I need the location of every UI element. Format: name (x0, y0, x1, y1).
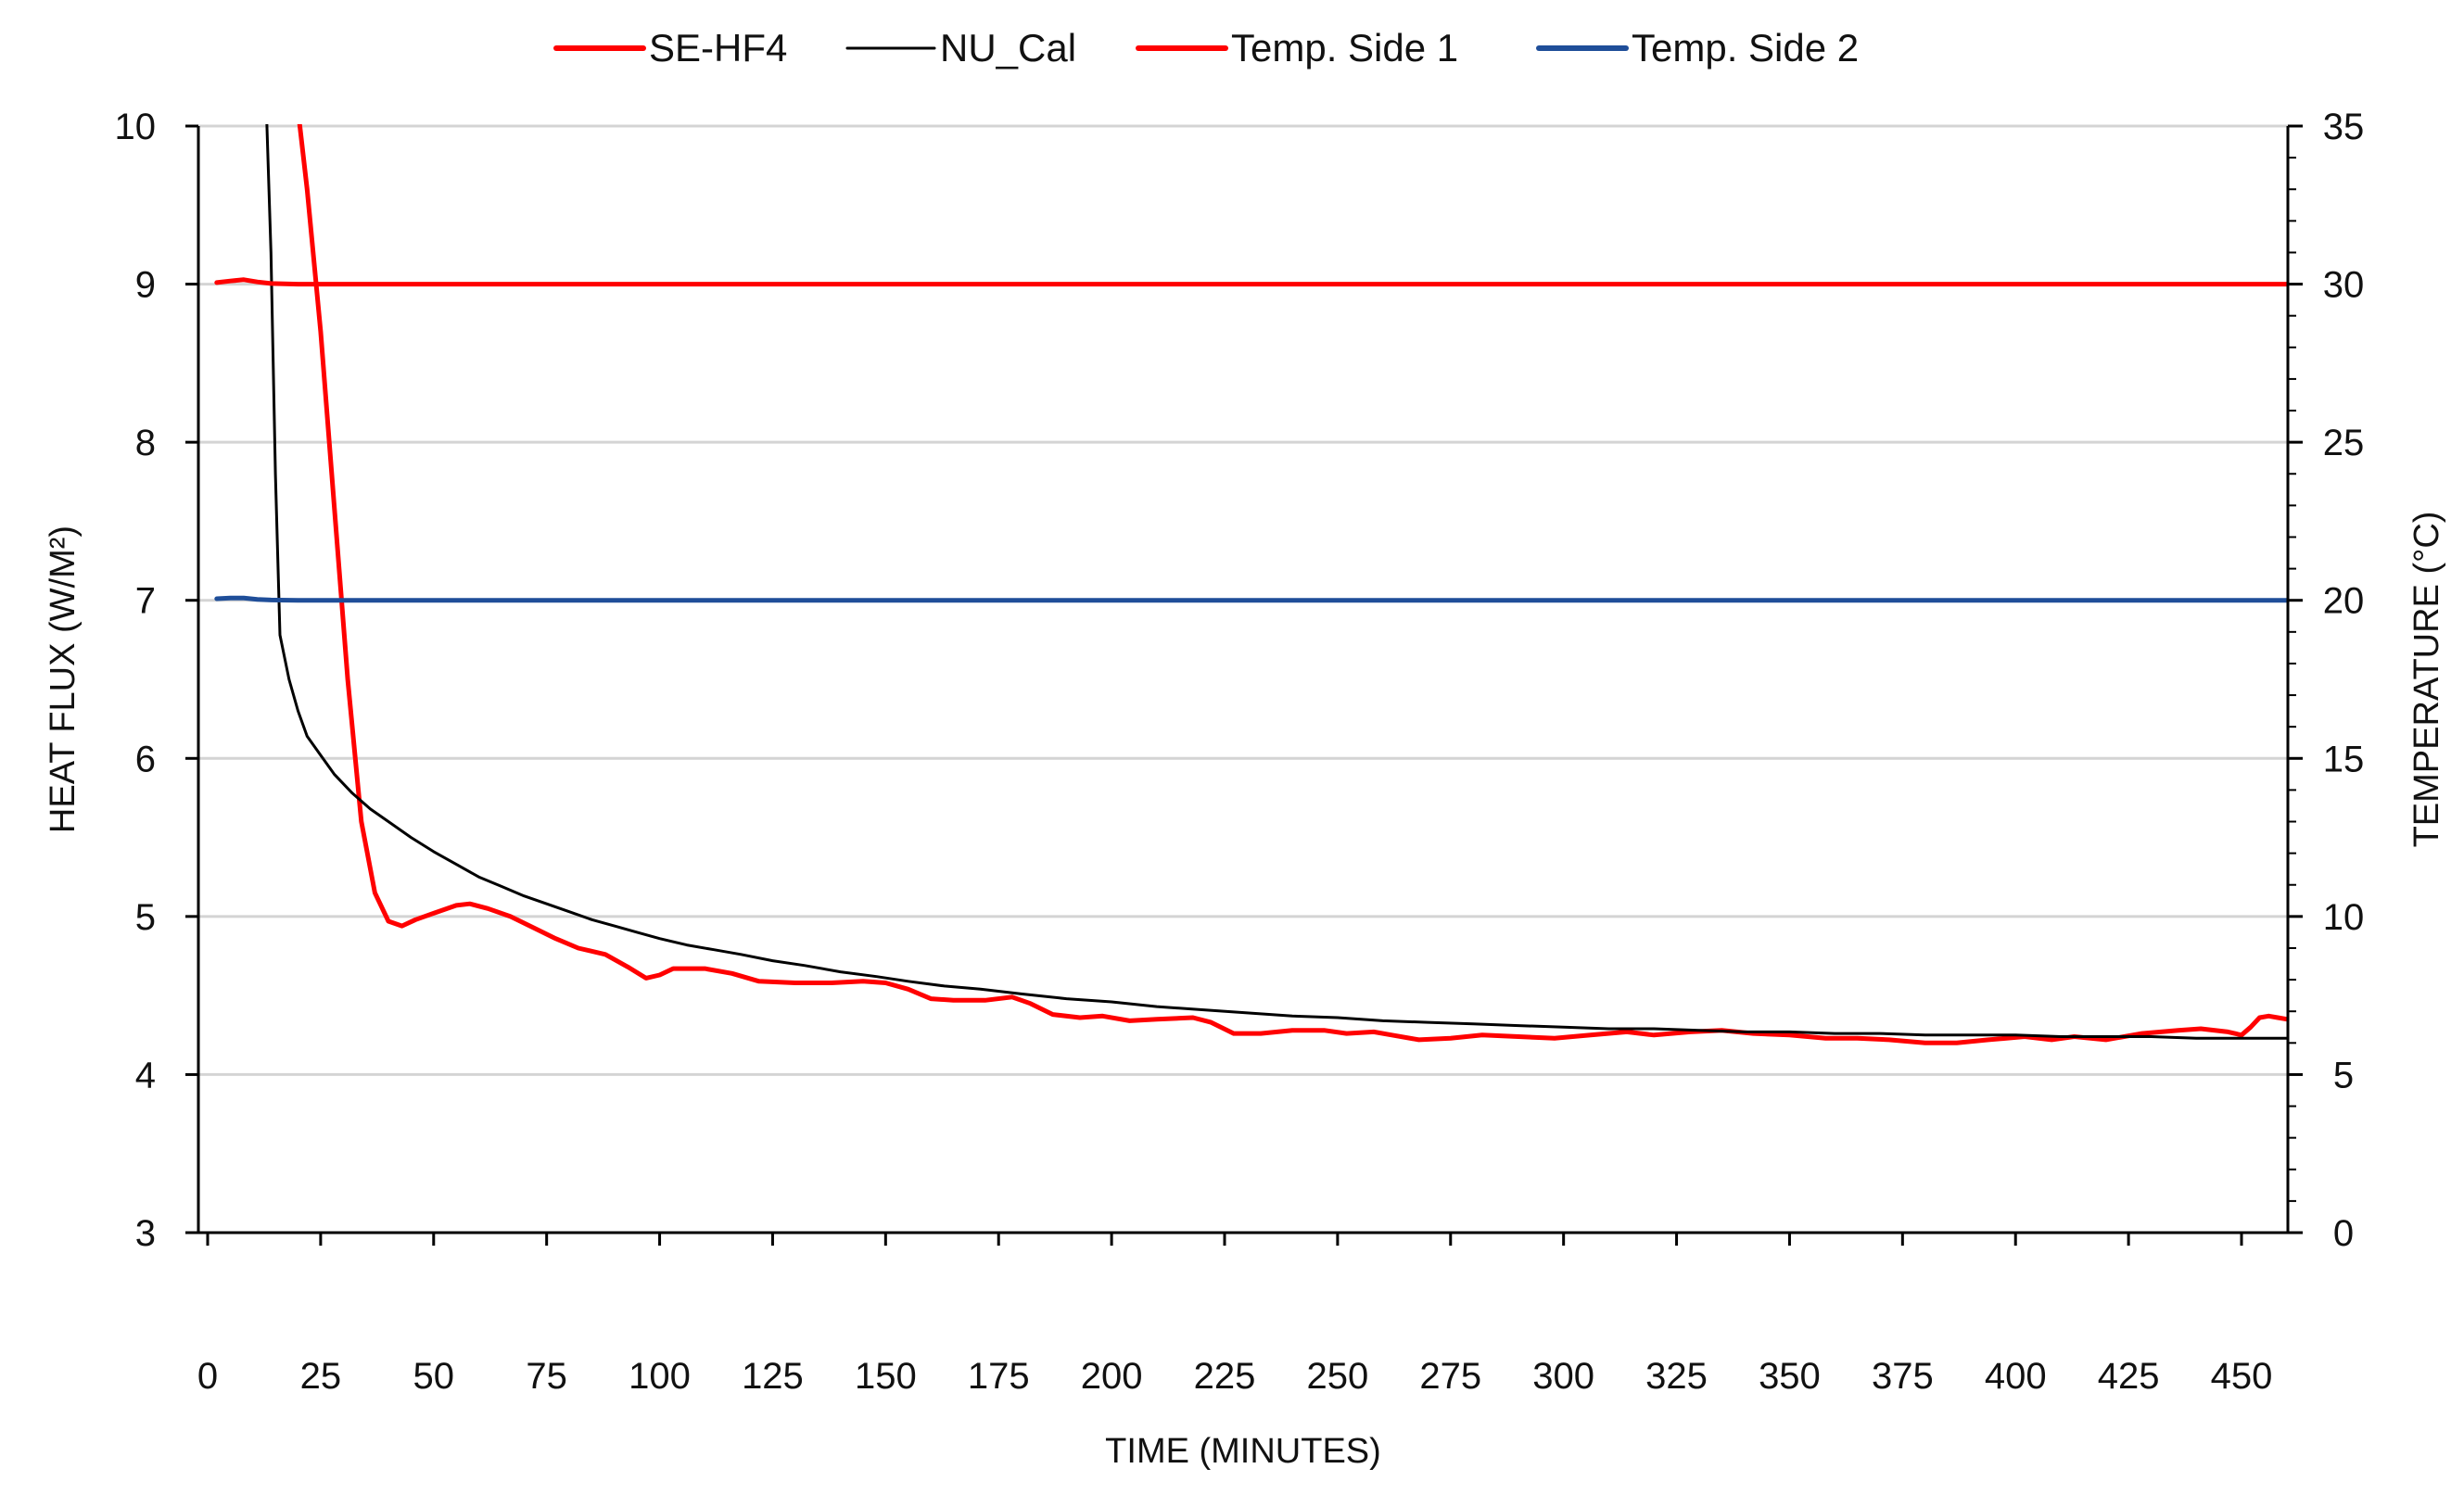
y2-tick-label: 25 (2323, 423, 2365, 463)
x-tick-label: 450 (2211, 1356, 2273, 1397)
y-tick-label: 4 (135, 1055, 156, 1095)
x-tick-label: 0 (197, 1356, 218, 1397)
y-tick-label: 6 (135, 739, 156, 779)
x-tick-label: 50 (413, 1356, 455, 1397)
x-tick-label: 75 (526, 1356, 567, 1397)
series-line-nu-cal (265, 124, 2288, 1040)
series-line-temp-side-2 (214, 595, 2288, 603)
x-tick-label: 225 (1194, 1356, 1256, 1397)
x-tick-label: 400 (1985, 1356, 2047, 1397)
y2-tick-label: 0 (2333, 1213, 2354, 1254)
y2-tick-label: 20 (2323, 581, 2365, 622)
x-tick-label: 125 (742, 1356, 804, 1397)
series-line-temp-side-1 (214, 277, 2288, 287)
y2-tick-label: 30 (2323, 265, 2365, 306)
y2-tick-label: 35 (2323, 107, 2365, 147)
x-tick-label: 200 (1081, 1356, 1143, 1397)
y2-axis-title: TEMPERATURE (°C) (2407, 512, 2446, 848)
x-tick-label: 25 (300, 1356, 342, 1397)
legend-label: NU_Cal (940, 26, 1076, 70)
x-tick-label: 150 (855, 1356, 917, 1397)
y2-tick-label: 5 (2333, 1055, 2354, 1095)
series-line-se-hf4 (297, 124, 2288, 1045)
x-tick-label: 350 (1759, 1356, 1821, 1397)
x-axis-title: TIME (MINUTES) (1105, 1432, 1381, 1471)
x-tick-label: 425 (2098, 1356, 2160, 1397)
x-tick-label: 300 (1532, 1356, 1594, 1397)
y2-tick-label: 10 (2323, 897, 2365, 938)
x-tick-label: 175 (968, 1356, 1030, 1397)
legend-label: Temp. Side 1 (1231, 26, 1458, 70)
plot-series (214, 124, 2288, 1045)
y-tick-label: 10 (115, 107, 157, 147)
legend-label: SE-HF4 (649, 26, 787, 70)
legend-label: Temp. Side 2 (1632, 26, 1859, 70)
x-tick-label: 375 (1872, 1356, 1934, 1397)
x-tick-label: 275 (1419, 1356, 1481, 1397)
x-tick-label: 100 (629, 1356, 691, 1397)
y-tick-label: 8 (135, 423, 156, 463)
y-tick-label: 9 (135, 265, 156, 306)
legend: SE-HF4 NU_Cal Temp. Side 1 Temp. Side 2 (553, 26, 1859, 70)
y-tick-label: 7 (135, 581, 156, 622)
x-tick-label: 250 (1307, 1356, 1369, 1397)
y-axis-title: HEAT FLUX (W/M²) (44, 525, 83, 833)
x-tick-label: 325 (1645, 1356, 1708, 1397)
y-tick-label: 3 (135, 1213, 156, 1254)
y2-tick-label: 15 (2323, 739, 2365, 779)
y-tick-label: 5 (135, 897, 156, 938)
axes: 0 25 50 75 100 125 150 175 200 225 250 275 300 325 350… (115, 107, 2365, 1397)
